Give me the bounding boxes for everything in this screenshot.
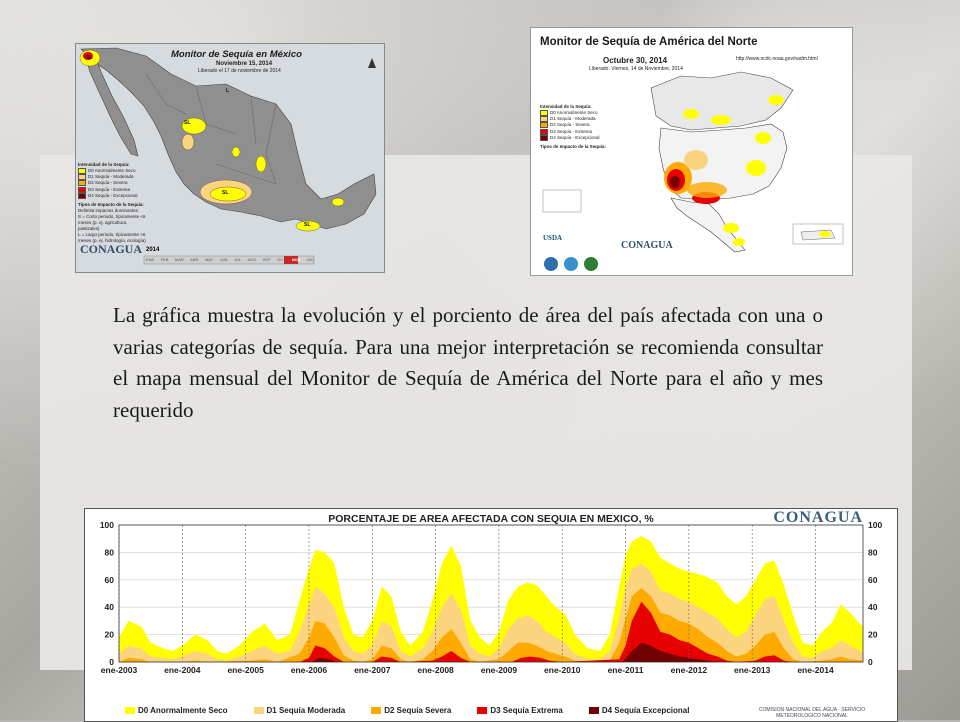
y-tick-label-left: 80: [105, 547, 115, 557]
x-tick-label: ene-2012: [671, 665, 708, 675]
x-tick-label: ene-2008: [417, 665, 454, 675]
mexico-legend-item: D2 Sequía - Severa: [78, 180, 148, 187]
mexico-map-months: ENE FEB MAR ABR MAY JUN JUL AGO SEP OCT NOV DIC: [146, 257, 314, 262]
na-legend-heading: Intensidad de la Sequía:: [540, 104, 592, 109]
na-map-legend: Intensidad de la Sequía: D0 Anormalmente…: [540, 104, 610, 150]
na-impact-heading: Tipos de Impacto de la Sequía:: [540, 143, 606, 149]
na-map-title: Monitor de Sequía de América del Norte: [540, 36, 758, 48]
x-tick-label: ene-2007: [354, 665, 391, 675]
legend-item-d0: D0 Anormalmente Seco: [125, 706, 228, 715]
legend-item-d1: D1 Sequía Moderada: [253, 706, 345, 715]
x-tick-label: ene-2005: [227, 665, 264, 675]
plot-frame: [118, 524, 864, 663]
mexico-legend-item: D4 Sequía - Excepcional: [78, 192, 148, 199]
mexico-map-graphic: [76, 44, 384, 272]
na-map-url: http://www.ncdc.noaa.gov/nadm.html: [736, 56, 818, 62]
chart-brand-logo: CONAGUA: [773, 509, 863, 526]
mexico-map-legend: Intensidad de la Sequía: D0 Anormalmente…: [78, 162, 148, 244]
na-map-date: Octubre 30, 2014: [603, 56, 668, 65]
na-legend-item: D2 Sequía - Severa: [540, 122, 610, 129]
mexico-map-conagua-logo: CONAGUA: [80, 242, 142, 256]
na-legend-item: D3 Sequía - Extrema: [540, 128, 610, 135]
mexico-map-region-labels: SL SL L SL SL: [86, 55, 311, 228]
na-map-conagua-logo: CONAGUA: [621, 240, 673, 251]
legend-item-d3: D3 Sequía Extrema: [477, 706, 563, 715]
x-tick-label: ene-2010: [544, 665, 581, 675]
y-tick-label-right: 20: [868, 630, 878, 640]
mexico-impact-item: S = Corto periodo, típicamente <6 meses …: [78, 213, 146, 231]
y-tick-label-right: 0: [868, 657, 873, 667]
mexico-legend-item: D3 Sequía - Extrema: [78, 186, 148, 193]
x-tick-label: ene-2011: [608, 665, 644, 675]
mexico-drought-map: Monitor de Sequía en México Noviembre 15…: [75, 43, 385, 273]
description-paragraph: La gráfica muestra la evolución y el por…: [113, 303, 823, 422]
mexico-map-date: Noviembre 15, 2014: [216, 61, 273, 67]
legend-item-d4: D4 Sequía Excepcional: [588, 706, 689, 715]
mexico-map-year: 2014: [146, 247, 160, 253]
drought-area-chart: 0 0 20 20 40 40 60 60 80 80 100 100 ene-2003 ene-2004…: [84, 508, 898, 722]
chart-title: PORCENTAJE DE AREA AFECTADA CON SEQUIA E…: [328, 513, 654, 525]
mexico-impact-item: Delimita impactos dominantes: [78, 207, 139, 213]
na-map-usda-logo: USDA: [543, 234, 563, 242]
y-tick-label-left: 60: [105, 575, 115, 585]
area-d3: [119, 601, 863, 662]
y-tick-label-right: 100: [868, 520, 882, 530]
chart-org-text: COMISION NACIONAL DEL AGUA · SERVICIO ME…: [758, 707, 866, 719]
mexico-legend-heading: Intensidad de la Sequía:: [78, 162, 130, 167]
x-tick-label: ene-2009: [481, 665, 518, 675]
y-tick-label-right: 60: [868, 575, 878, 585]
y-tick-label-left: 0: [109, 657, 114, 667]
na-legend-item: D0 Anormalmente Seco: [540, 110, 610, 116]
x-tick-label: ene-2014: [797, 665, 834, 675]
mexico-impact-heading: Tipos de Impacto de la Sequía:: [78, 201, 144, 207]
x-tick-label: ene-2006: [291, 665, 328, 675]
y-tick-label-right: 80: [868, 547, 878, 557]
na-map-released: Liberado: Viernes, 14 de Noviembre, 2014: [589, 66, 683, 72]
north-america-map-graphic: [531, 28, 852, 275]
mexico-map-title: Monitor de Sequía en México: [171, 49, 302, 60]
mexico-legend-item: D1 Sequía - Moderada: [78, 174, 148, 181]
chart-legend: D0 Anormalmente Seco D1 Sequía Moderada …: [125, 706, 689, 715]
y-tick-label-left: 100: [100, 520, 114, 530]
y-tick-label-left: 40: [105, 602, 115, 612]
x-tick-label: ene-2003: [101, 665, 138, 675]
y-tick-label-left: 20: [105, 630, 115, 640]
x-tick-label: ene-2013: [734, 665, 771, 675]
na-legend-item: D1 Sequía - Moderada: [540, 116, 610, 123]
mexico-map-released: Liberado el 17 de noviembre de 2014: [198, 68, 281, 74]
north-america-drought-map: Monitor de Sequía de América del Norte O…: [530, 27, 853, 276]
x-tick-label: ene-2004: [164, 665, 201, 675]
legend-item-d2: D2 Sequía Severa: [371, 706, 451, 715]
na-legend-item: D4 Sequía - Excepcional: [540, 134, 610, 141]
mexico-legend-item: D0 Anormalmente Seco: [78, 168, 148, 174]
mexico-impact-item: L = Largo periodo, típicamente >6 meses …: [78, 231, 146, 243]
chart-plot: 0 0 20 20 40 40 60 60 80 80 100 100 ene-2003 ene-2004…: [100, 520, 883, 675]
area-d4: [119, 642, 863, 662]
y-tick-label-right: 40: [868, 602, 878, 612]
